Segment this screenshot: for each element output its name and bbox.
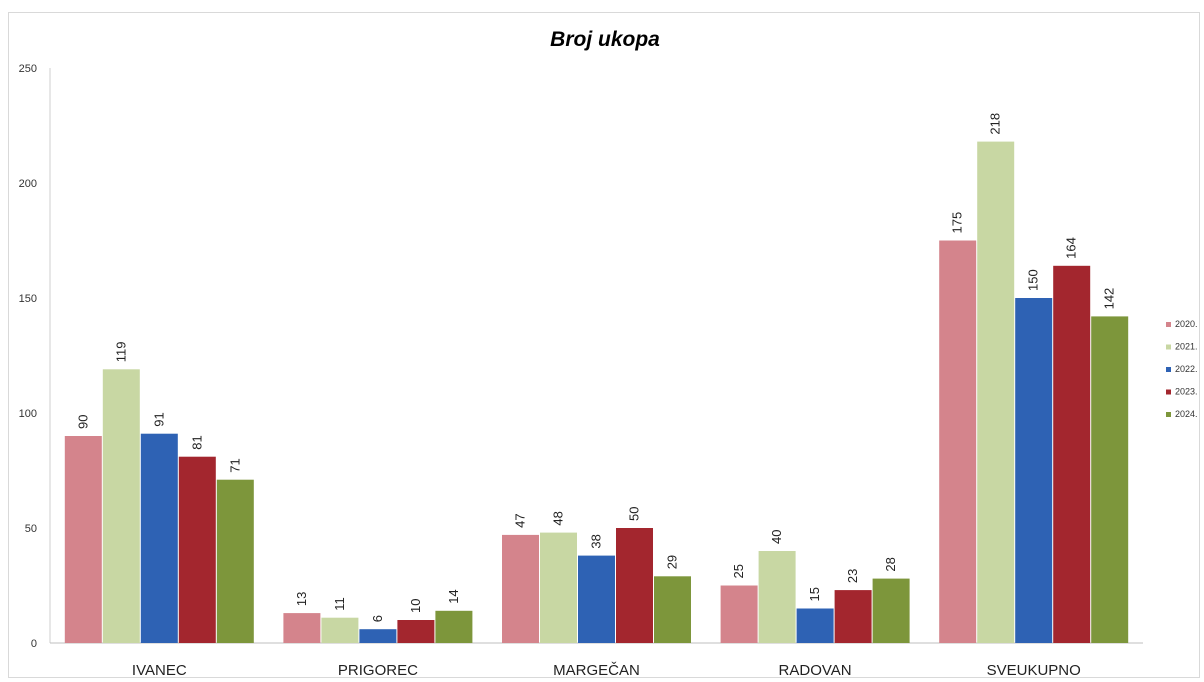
legend-swatch	[1166, 322, 1171, 327]
bar	[1091, 316, 1129, 643]
data-label: 90	[75, 415, 90, 429]
bar	[796, 608, 834, 643]
x-tick-label: RADOVAN	[779, 662, 852, 679]
data-label: 142	[1102, 288, 1117, 310]
data-label: 23	[845, 569, 860, 583]
data-label: 47	[513, 513, 528, 527]
data-label: 29	[665, 555, 680, 569]
bar	[758, 551, 796, 643]
data-label: 40	[769, 530, 784, 544]
data-label: 48	[551, 511, 566, 525]
data-label: 81	[189, 435, 204, 449]
legend-label: 2024.	[1175, 409, 1198, 419]
legend-swatch	[1166, 344, 1171, 350]
legend-label: 2022.	[1175, 364, 1198, 374]
legend-label: 2020.	[1175, 319, 1198, 329]
x-tick-label: SVEUKUPNO	[987, 662, 1081, 679]
y-tick-label: 200	[19, 178, 37, 190]
data-label: 119	[113, 342, 128, 363]
bar	[359, 629, 397, 643]
data-label: 13	[294, 592, 309, 606]
data-label: 50	[627, 507, 642, 521]
bar	[502, 534, 539, 643]
chart-title: Broj ukopa	[550, 28, 660, 51]
legend-label: 2021.	[1175, 342, 1198, 352]
y-axis: 0 50 100 150 200 250	[19, 63, 51, 650]
data-label: 6	[370, 615, 385, 622]
data-label: 38	[589, 534, 604, 548]
data-label: 218	[988, 113, 1003, 135]
bar	[977, 141, 1015, 643]
data-label: 71	[227, 458, 242, 472]
bar	[64, 436, 102, 643]
y-tick-label: 250	[19, 63, 37, 75]
bar	[654, 576, 691, 643]
data-label: 11	[332, 597, 347, 611]
legend-swatch	[1166, 412, 1171, 417]
x-tick-label: IVANEC	[132, 662, 187, 679]
x-tick-label: MARGEČAN	[553, 662, 640, 679]
bar	[616, 528, 653, 643]
bar	[397, 620, 435, 643]
data-label: 15	[807, 587, 822, 601]
data-label: 91	[151, 412, 166, 426]
data-label: 164	[1064, 237, 1079, 259]
bar	[540, 532, 577, 643]
legend-label: 2023.	[1175, 387, 1198, 397]
bar	[216, 479, 254, 643]
bar	[578, 555, 615, 643]
legend-swatch	[1166, 389, 1171, 395]
bar	[1053, 265, 1091, 643]
bar	[140, 433, 178, 643]
bar	[939, 240, 977, 643]
data-label: 175	[950, 212, 965, 234]
legend: 2020. 2021. 2022. 2023. 2024.	[1166, 319, 1198, 419]
data-label: 25	[731, 564, 746, 578]
data-label: 14	[446, 589, 461, 603]
bar	[178, 456, 216, 643]
y-tick-label: 100	[19, 408, 37, 420]
data-label: 150	[1026, 269, 1041, 291]
data-labels: 90 119 91 81 71 13 11 6 10 14 47 48 38 50 29 25 40 15 23 28…	[75, 113, 1116, 622]
legend-swatch	[1166, 367, 1171, 372]
bars	[64, 141, 1129, 643]
bar	[102, 369, 140, 643]
bar	[1015, 298, 1053, 643]
y-tick-label: 0	[31, 638, 37, 650]
bar	[834, 590, 872, 643]
bar	[321, 617, 359, 643]
bar	[872, 578, 910, 643]
bar	[283, 613, 321, 643]
data-label: 28	[883, 557, 898, 571]
x-axis: IVANEC PRIGOREC MARGEČAN RADOVAN SVEUKUPNO	[50, 642, 1143, 679]
chart-frame	[8, 12, 1200, 678]
data-label: 10	[408, 599, 423, 613]
bar	[720, 585, 758, 643]
x-tick-label: PRIGOREC	[338, 662, 418, 679]
y-tick-label: 150	[19, 293, 37, 305]
y-tick-label: 50	[25, 523, 37, 535]
bar	[435, 610, 473, 643]
